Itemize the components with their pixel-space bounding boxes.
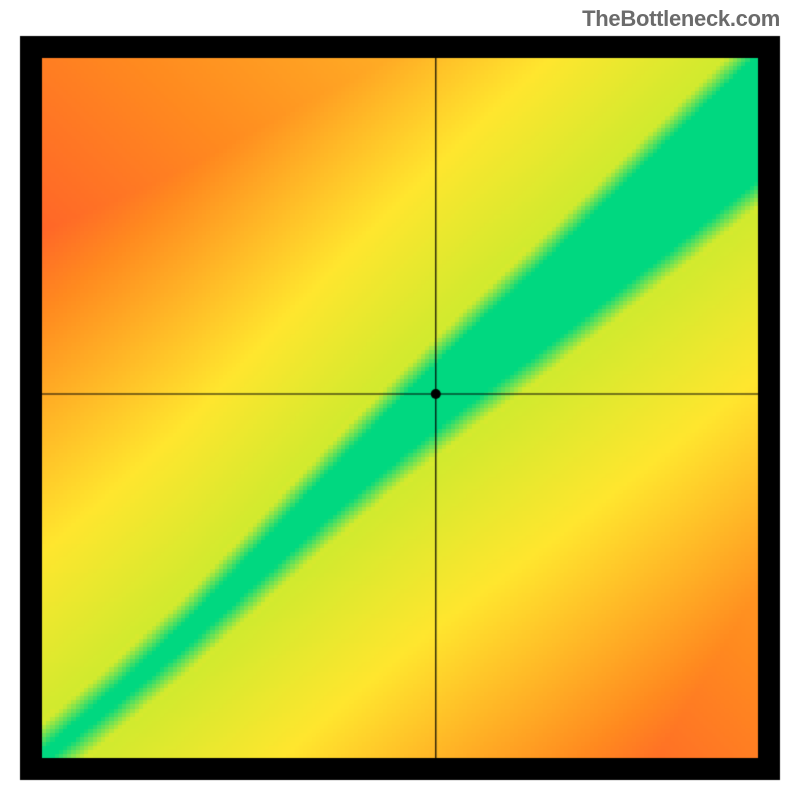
heatmap-canvas <box>0 0 800 800</box>
chart-container: TheBottleneck.com <box>0 0 800 800</box>
watermark-text: TheBottleneck.com <box>582 6 780 32</box>
